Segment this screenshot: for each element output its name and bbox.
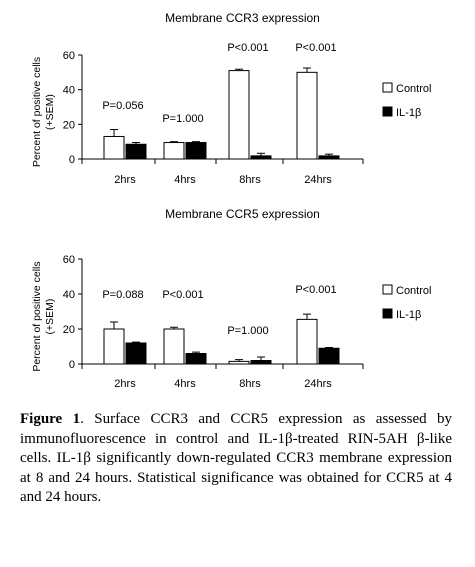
y-tick-label: 60	[63, 50, 75, 62]
legend-label: Control	[396, 285, 431, 297]
y-tick-label: 0	[69, 359, 75, 371]
p-value-label: P=0.088	[102, 289, 143, 301]
bar-control	[163, 142, 185, 160]
legend-label: IL-1β	[396, 107, 421, 119]
bar-control	[296, 71, 318, 160]
legend-swatch	[382, 82, 393, 93]
p-value-label: P=1.000	[227, 325, 268, 337]
x-tick-label: 4hrs	[174, 174, 196, 186]
y-tick-label: 60	[63, 254, 75, 266]
p-value-label: P=0.056	[102, 100, 143, 112]
y-tick-label: 0	[69, 154, 75, 166]
legend-swatch	[382, 106, 393, 117]
bar-control	[163, 328, 185, 365]
y-tick-label: 40	[63, 85, 75, 97]
bar-il1b	[318, 347, 340, 365]
bar-il1b	[185, 142, 207, 160]
y-axis-label: (+SEM)	[44, 94, 56, 130]
p-value-label: P=1.000	[162, 113, 203, 125]
x-tick-label: 24hrs	[304, 174, 332, 186]
chart-title: Membrane CCR5 expression	[165, 207, 320, 221]
chart-1: Membrane CCR3 expression 0 20 40 60 Percent o…	[31, 11, 431, 186]
p-value-label: P<0.001	[295, 42, 336, 54]
x-tick-label: 24hrs	[304, 378, 332, 390]
p-value-label: P<0.001	[295, 284, 336, 296]
legend-swatch	[382, 284, 393, 295]
bar-control	[228, 360, 250, 365]
x-tick-label: 8hrs	[239, 174, 261, 186]
legend-label: IL-1β	[396, 309, 421, 321]
bar-il1b	[318, 155, 340, 160]
bar-control	[228, 70, 250, 160]
y-axis-label: (+SEM)	[44, 299, 56, 335]
caption-text: . Surface CCR3 and CCR5 expression as as…	[20, 411, 453, 505]
y-tick-label: 40	[63, 289, 75, 301]
bar-il1b	[125, 143, 147, 160]
x-tick-label: 8hrs	[239, 378, 261, 390]
bar-il1b	[125, 342, 147, 365]
y-axis-label: Percent of positive cells	[31, 261, 43, 371]
bar-control	[296, 318, 318, 365]
chart-2: Membrane CCR5 expression 0 20 40 60 Percent o…	[31, 207, 431, 390]
y-axis-label: Percent of positive cells	[31, 57, 43, 167]
x-tick-label: 2hrs	[114, 174, 136, 186]
p-value-label: P<0.001	[227, 42, 268, 54]
bar-il1b	[250, 360, 272, 365]
y-tick-label: 20	[63, 324, 75, 336]
legend-label: Control	[396, 83, 431, 95]
p-value-label: P<0.001	[162, 289, 203, 301]
x-tick-label: 4hrs	[174, 378, 196, 390]
caption-label: Figure 1	[20, 411, 81, 427]
chart-legend: Control IL-1β	[382, 82, 431, 119]
x-tick-label: 2hrs	[114, 378, 136, 390]
bar-control	[103, 328, 125, 365]
bar-il1b	[250, 155, 272, 160]
y-tick-label: 20	[63, 119, 75, 131]
bar-il1b	[185, 353, 207, 365]
figure-caption: Figure 1. Surface CCR3 and CCR5 expressi…	[20, 410, 452, 508]
legend-swatch	[382, 308, 393, 319]
figure-charts: Membrane CCR3 expression 0 20 40 60 Percent o…	[31, 11, 431, 390]
bar-control	[103, 135, 125, 160]
chart-title: Membrane CCR3 expression	[165, 11, 320, 25]
chart-legend: Control IL-1β	[382, 284, 431, 321]
